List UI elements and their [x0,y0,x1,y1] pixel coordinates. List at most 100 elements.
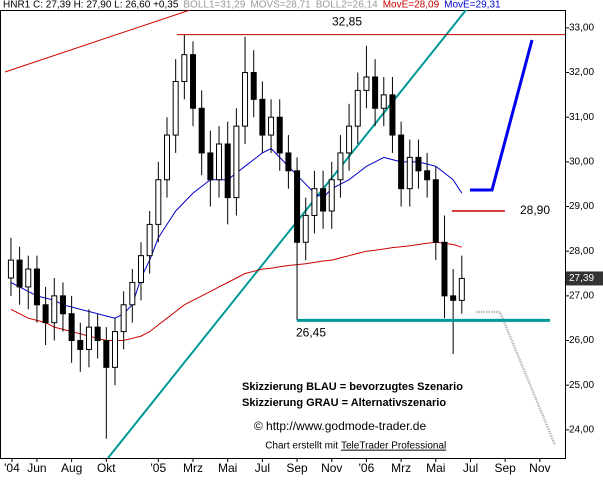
candle-body [372,76,379,109]
header-text: BOLL1=31,29 [183,0,245,11]
candle-body [285,152,292,172]
plot-area [4,10,565,458]
candle-body [415,156,422,172]
y-tick-label: 24,00 [569,425,594,436]
header-text: MOVS=28,71 [250,0,311,11]
candle-body [432,179,439,243]
candle-body [380,94,387,109]
note-box [238,378,474,412]
x-tick-label: Sep [494,461,516,475]
x-tick-label: '05 [151,461,167,475]
y-tick-label: 28,00 [569,246,594,257]
x-tick-label: Mrz [391,461,411,475]
level-label: 28,90 [520,203,550,217]
x-tick-label: Mai [426,461,445,475]
x-tick-label: Aug [61,461,82,475]
y-tick-label: 27,00 [569,291,594,302]
candle-body [346,125,353,154]
candle-body [424,170,431,181]
scenario-gray [476,310,557,446]
last-price-label: 27,39 [569,273,594,284]
candle-body [68,313,75,342]
candle-body [59,295,66,315]
candle-body [51,295,58,324]
y-tick-label: 30,00 [569,157,594,168]
candle-body [7,259,14,279]
candle-body [33,268,40,306]
y-tick-label: 25,00 [569,380,594,391]
candle-body [458,277,465,301]
x-tick-label: Nov [529,461,550,475]
candle-body [172,80,179,136]
candle-body [155,179,162,225]
candle-body [224,143,231,199]
x-tick-label: '04 [4,461,20,475]
candle-body [42,304,49,324]
candle-body [25,268,32,288]
candle-body [16,259,23,288]
candle-body [450,295,457,301]
credit: Chart erstellt mit [265,441,338,452]
level-label: 26,45 [296,326,326,340]
legend-entry: MovE=29,31 [444,0,501,11]
candle-body [198,107,205,154]
candle-body [259,98,266,136]
candle-body [111,331,118,368]
plot-frame [0,10,566,459]
candle-body [389,94,396,136]
candle-body [268,116,275,136]
candle-body [328,179,335,212]
candle-body [320,188,327,212]
candle-body [302,214,309,243]
y-tick-label: 29,00 [569,201,594,212]
candle-body [77,340,84,350]
x-tick-label: Mrz [183,461,203,475]
scenario-blue [470,39,534,192]
legend-entry: MovE=28,09 [383,0,440,11]
source: © http://www.godmode-trader.de [254,419,427,433]
x-tick-label: Mai [218,461,237,475]
x-tick-label: Sep [286,461,308,475]
candle-body [406,156,413,190]
level-label: 32,85 [332,15,362,29]
candle-body [103,340,110,368]
candle-body [207,152,214,181]
candle-body [181,54,188,82]
candle-body [250,72,257,100]
x-tick-label: Nov [321,461,342,475]
trend-line [4,10,191,73]
candle-body [242,72,249,127]
y-tick-label: 26,00 [569,335,594,346]
x-tick-label: Jul [463,461,478,475]
x-tick-label: Okt [97,461,116,475]
candle-body [398,134,405,190]
candle-body [441,241,448,297]
trend-line [107,10,468,458]
candle-body [216,143,223,181]
last-price-box [566,271,603,286]
header-text: HNR1 C: 27,39 H: 27,90 L: 26,60 +0,35 [3,0,179,11]
credit-link[interactable]: TeleTrader Professional [341,441,446,452]
note: Skizzierung GRAU = Alternativszenario [242,397,446,409]
x-tick-label: '06 [359,461,375,475]
candle-body [137,255,144,283]
candle-body [120,304,127,333]
candle-body [276,116,283,154]
x-tick-label: Jun [27,461,46,475]
candle-body [190,54,197,109]
candle-body [233,125,240,199]
note: Skizzierung BLAU = bevorzugtes Szenario [242,381,463,393]
y-tick-label: 33,00 [569,23,594,34]
candle-body [146,223,153,257]
y-tick-label: 32,00 [569,67,594,78]
candle-body [311,188,318,216]
candle-body [164,134,171,181]
candle-body [294,170,301,243]
header-text: BOLL2=26,14 [316,0,378,11]
candle-body [85,326,92,350]
x-tick-label: Jul [255,461,270,475]
candle-body [129,281,136,306]
candle-body [94,326,101,342]
